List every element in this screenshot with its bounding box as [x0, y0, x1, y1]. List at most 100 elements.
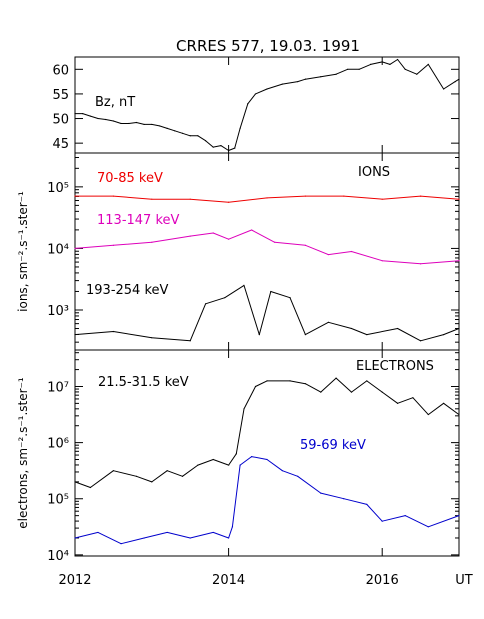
series-line-ions-1: [74, 229, 460, 265]
data-point: [228, 149, 230, 152]
data-point: [350, 250, 353, 253]
data-point: [151, 241, 153, 243]
data-point: [181, 132, 184, 134]
panel-electrons: 10⁴ 10⁵ 10⁶ 10⁷ ELECTRONS electrons, sm⁻².s⁻¹…: [16, 349, 460, 564]
data-point: [251, 456, 253, 458]
series-line-electrons-1: [74, 456, 460, 545]
data-point: [458, 260, 460, 262]
data-point: [166, 470, 168, 472]
data-point: [420, 263, 422, 265]
data-point: [320, 76, 322, 78]
data-point: [135, 121, 138, 124]
series-label: 59-69 keV: [300, 438, 366, 453]
data-point: [270, 290, 272, 293]
data-point: [343, 195, 345, 197]
data-point: [289, 380, 291, 382]
data-point: [335, 73, 337, 75]
data-point: [343, 498, 345, 500]
panel-label: ELECTRONS: [356, 359, 434, 374]
data-point: [320, 391, 322, 393]
data-point: [74, 481, 76, 483]
data-point: [243, 408, 245, 410]
data-point: [443, 402, 445, 404]
data-point: [189, 235, 191, 237]
series-line-ions-2: [74, 284, 460, 342]
data-point: [112, 330, 114, 333]
data-point: [366, 503, 368, 505]
data-point: [396, 58, 399, 61]
data-point: [239, 464, 241, 466]
data-point: [266, 88, 268, 90]
data-point: [212, 232, 214, 234]
data-point: [204, 140, 207, 142]
data-point: [381, 520, 383, 522]
data-point: [327, 321, 330, 323]
y-tick-label: 10⁴: [47, 549, 69, 564]
data-point: [320, 492, 322, 494]
data-point: [304, 334, 306, 336]
data-point: [212, 146, 214, 148]
data-point: [105, 118, 107, 121]
y-tick-label: 60: [52, 63, 69, 78]
data-point: [304, 244, 306, 246]
panel-bz: 45 50 55 60 Bz, nT: [52, 56, 460, 154]
data-point: [189, 135, 191, 137]
data-point: [120, 543, 122, 545]
series-line-ions-0: [75, 195, 460, 203]
data-point: [370, 63, 372, 65]
data-point: [266, 197, 268, 199]
data-point: [404, 514, 406, 517]
data-point: [189, 537, 191, 539]
data-point: [281, 83, 283, 85]
data-point: [347, 68, 349, 70]
x-tick-label: 2012: [58, 573, 91, 588]
panel-label: IONS: [358, 165, 390, 180]
data-point: [151, 481, 153, 483]
series-label: 193-254 keV: [86, 283, 169, 298]
data-point: [234, 147, 236, 149]
series-label: 21.5-31.5 keV: [98, 375, 189, 390]
data-point: [366, 380, 368, 382]
data-point: [112, 470, 114, 472]
data-point: [366, 334, 368, 336]
y-axis-label: ions, sm⁻².s⁻¹.ster⁻¹: [16, 191, 30, 312]
data-point: [74, 247, 76, 250]
data-point: [220, 145, 222, 147]
data-point: [297, 81, 299, 83]
data-point: [427, 413, 429, 416]
data-point: [327, 253, 330, 256]
data-point: [358, 68, 360, 70]
data-point: [228, 464, 230, 466]
data-point: [143, 123, 145, 126]
data-point: [381, 198, 383, 200]
data-point: [420, 340, 422, 342]
data-point: [251, 229, 253, 231]
data-point: [381, 61, 383, 63]
data-point: [189, 340, 191, 342]
data-point: [112, 244, 114, 246]
data-point: [350, 327, 353, 330]
data-point: [151, 198, 153, 200]
data-point: [412, 397, 414, 399]
data-point: [197, 464, 199, 466]
y-tick-label: 10⁵: [47, 181, 69, 196]
data-point: [112, 195, 114, 197]
data-point: [458, 327, 460, 330]
data-point: [458, 413, 460, 416]
data-point: [74, 334, 76, 336]
chart-title: CRRES 577, 19.03. 1991: [176, 37, 360, 55]
panel-frame: [74, 349, 460, 557]
data-point: [231, 526, 234, 528]
data-point: [427, 526, 429, 528]
data-point: [304, 78, 306, 80]
series-label: 113-147 keV: [97, 213, 180, 228]
data-point: [235, 453, 237, 455]
data-point: [82, 113, 84, 115]
panel-ions: 10³ 10⁴ 10⁵ IONS ions, sm⁻².s⁻¹.ster⁻¹ 70-85 …: [16, 152, 460, 351]
data-point: [443, 88, 445, 90]
y-tick-label: 10⁵: [47, 493, 69, 508]
data-point: [181, 475, 184, 477]
data-point: [228, 537, 230, 539]
data-point: [350, 391, 353, 393]
